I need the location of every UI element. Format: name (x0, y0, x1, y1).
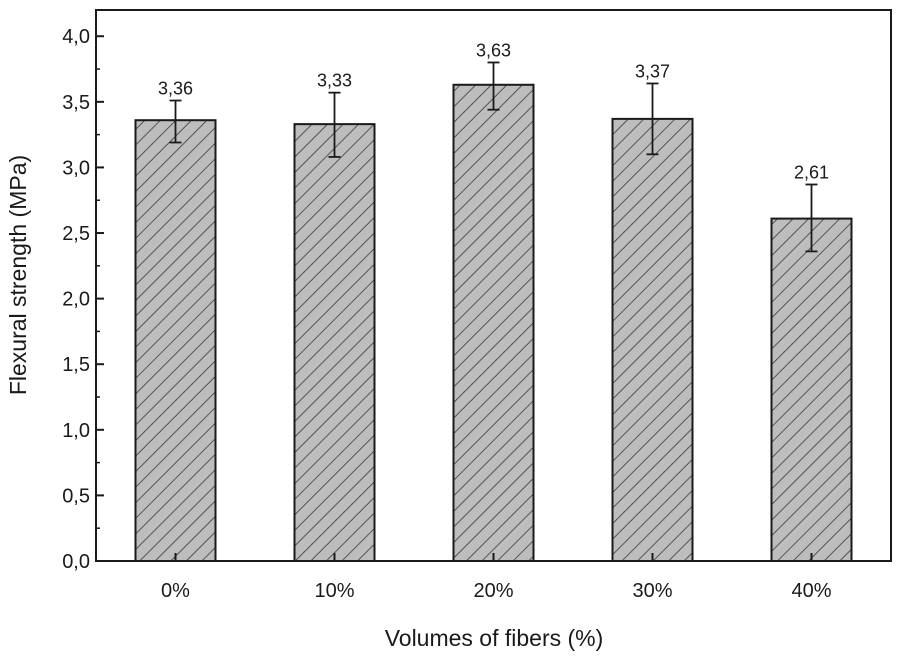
error-bars-group (169, 61, 818, 253)
bar-3 (611, 117, 694, 562)
data-labels-group: 3,36 3,33 3,63 3,37 2,61 (158, 40, 829, 182)
axes-group: 0,0 0,5 1,0 1,5 2,0 2,5 3,0 3,5 4,0 0% 10% 20% 30% 40… (62, 9, 892, 602)
x-axis-title: Volumes of fibers (%) (385, 625, 604, 651)
data-label-1: 3,33 (317, 71, 352, 91)
x-tick-label-0: 0% (161, 580, 190, 602)
y-tick-label-0: 0,0 (62, 551, 90, 573)
x-tick-label-3: 30% (632, 580, 672, 602)
y-tick-label-1: 0,5 (62, 485, 90, 507)
y-tick-label-2: 1,0 (62, 420, 90, 442)
y-tick-label-6: 3,0 (62, 157, 90, 179)
bar-1 (293, 123, 376, 562)
bars-group (134, 83, 853, 563)
y-tick-label-5: 2,5 (62, 223, 90, 245)
data-label-3: 3,37 (635, 61, 670, 81)
data-label-2: 3,63 (476, 40, 511, 60)
bar-2 (452, 83, 535, 563)
data-label-0: 3,36 (158, 79, 193, 99)
y-tick-label-4: 2,0 (62, 289, 90, 311)
bar-0 (134, 119, 217, 562)
x-tick-label-2: 20% (473, 580, 513, 602)
y-tick-label-8: 4,0 (62, 26, 90, 48)
y-axis-title: Flexural strength (MPa) (5, 155, 31, 395)
data-label-4: 2,61 (794, 162, 829, 182)
bar-4 (770, 217, 853, 562)
y-tick-label-7: 3,5 (62, 92, 90, 114)
y-tick-label-3: 1,5 (62, 354, 90, 376)
x-tick-label-4: 40% (791, 580, 831, 602)
x-tick-label-1: 10% (314, 580, 354, 602)
